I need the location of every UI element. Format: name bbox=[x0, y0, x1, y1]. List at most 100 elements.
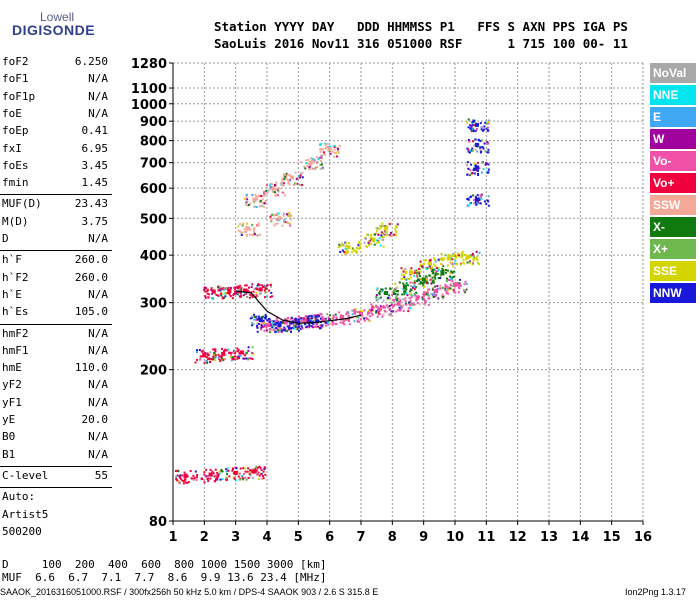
echo-dot bbox=[382, 225, 385, 228]
echo-dot bbox=[269, 323, 272, 326]
echo-dot bbox=[405, 292, 408, 295]
echo-dot bbox=[182, 482, 185, 485]
echo-dot bbox=[308, 317, 311, 320]
echo-dot bbox=[478, 196, 481, 199]
echo-dot bbox=[258, 284, 261, 287]
echo-dot bbox=[286, 178, 289, 181]
echo-dot bbox=[409, 299, 412, 302]
echo-dot bbox=[389, 222, 392, 225]
echo-dot bbox=[367, 241, 370, 244]
echo-dot bbox=[244, 467, 247, 470]
echo-dot bbox=[296, 176, 299, 179]
echo-dot bbox=[318, 313, 321, 316]
echo-dot bbox=[439, 257, 442, 260]
echo-dot bbox=[321, 326, 324, 329]
echo-dot bbox=[257, 222, 260, 225]
echo-dot bbox=[245, 222, 248, 225]
echo-dot bbox=[486, 141, 489, 144]
echo-dot bbox=[376, 315, 379, 318]
version-label: Ion2Png 1.3.17 bbox=[625, 587, 687, 597]
echo-dot bbox=[378, 293, 381, 296]
echo-dot bbox=[471, 123, 474, 126]
echo-dot bbox=[263, 206, 266, 209]
echo-dot bbox=[417, 267, 420, 270]
echo-dot bbox=[382, 245, 385, 248]
echo-dot bbox=[376, 240, 379, 243]
echo-dot bbox=[467, 118, 470, 121]
echo-dot bbox=[303, 317, 306, 320]
echo-dot bbox=[367, 244, 370, 247]
echo-dot bbox=[266, 319, 269, 322]
echo-dot bbox=[395, 234, 398, 237]
echo-dot bbox=[239, 230, 242, 233]
echo-dot bbox=[206, 352, 209, 355]
echo-dot bbox=[249, 233, 252, 236]
echo-dot bbox=[368, 312, 371, 315]
echo-dot bbox=[381, 315, 384, 318]
echo-dot bbox=[284, 318, 287, 321]
echo-dot bbox=[307, 317, 310, 320]
echo-dot bbox=[238, 295, 241, 298]
echo-dot bbox=[268, 188, 271, 191]
echo-dot bbox=[256, 288, 259, 291]
echo-dot bbox=[315, 316, 318, 319]
echo-dot bbox=[409, 269, 412, 272]
echo-dot bbox=[249, 228, 252, 231]
param-label: hmF2 bbox=[2, 326, 29, 340]
echo-dot bbox=[355, 316, 358, 319]
echo-dot bbox=[280, 328, 283, 331]
data-point-vo bbox=[453, 282, 457, 287]
echo-dot bbox=[256, 322, 259, 325]
echo-dot bbox=[401, 306, 404, 309]
echo-dot bbox=[482, 147, 485, 150]
echo-dot bbox=[441, 293, 444, 296]
echo-dot bbox=[359, 242, 362, 245]
param-row-clevel: C-level 55 bbox=[2, 469, 108, 485]
echo-dot bbox=[177, 470, 180, 473]
echo-dot bbox=[356, 310, 359, 313]
echo-dot bbox=[249, 357, 252, 360]
echo-dot bbox=[376, 239, 379, 242]
echo-dot bbox=[342, 320, 345, 323]
echo-dot bbox=[299, 161, 302, 164]
echo-dot bbox=[246, 200, 249, 203]
echo-dot bbox=[314, 166, 317, 169]
echo-dot bbox=[409, 284, 412, 287]
echo-dot bbox=[266, 295, 269, 298]
echo-dot bbox=[255, 319, 258, 322]
echo-dot bbox=[447, 292, 450, 295]
echo-dot bbox=[309, 319, 312, 322]
echo-dot bbox=[238, 351, 241, 354]
echo-dot bbox=[378, 237, 381, 240]
echo-dot bbox=[436, 273, 439, 276]
data-point-ssw bbox=[308, 160, 313, 165]
echo-dot bbox=[439, 287, 442, 290]
echo-dot bbox=[275, 317, 278, 320]
echo-dot bbox=[358, 320, 361, 323]
echo-dot bbox=[432, 295, 435, 298]
echo-dot bbox=[270, 285, 273, 288]
param-value: 23.43 bbox=[74, 197, 108, 211]
data-point-vo bbox=[302, 319, 307, 324]
echo-dot bbox=[319, 317, 322, 320]
echo-dot bbox=[318, 327, 321, 330]
param-label: fxI bbox=[2, 141, 22, 155]
x-tick-label: 13 bbox=[540, 530, 558, 545]
echo-dot bbox=[367, 309, 370, 312]
echo-dot bbox=[369, 315, 372, 318]
x-tick-label: 1 bbox=[168, 530, 177, 545]
echo-dot bbox=[266, 192, 269, 195]
echo-dot bbox=[318, 156, 321, 159]
echo-dot bbox=[447, 254, 450, 257]
param-separator bbox=[0, 323, 112, 325]
echo-dot bbox=[247, 467, 250, 470]
echo-dot bbox=[458, 287, 461, 290]
echo-dot bbox=[238, 478, 241, 481]
echo-dot bbox=[264, 199, 267, 202]
echo-dot bbox=[474, 148, 477, 151]
echo-dot bbox=[356, 319, 359, 322]
echo-dot bbox=[323, 320, 326, 323]
echo-dot bbox=[376, 232, 379, 235]
echo-dot bbox=[452, 290, 455, 293]
echo-dot bbox=[365, 316, 368, 319]
